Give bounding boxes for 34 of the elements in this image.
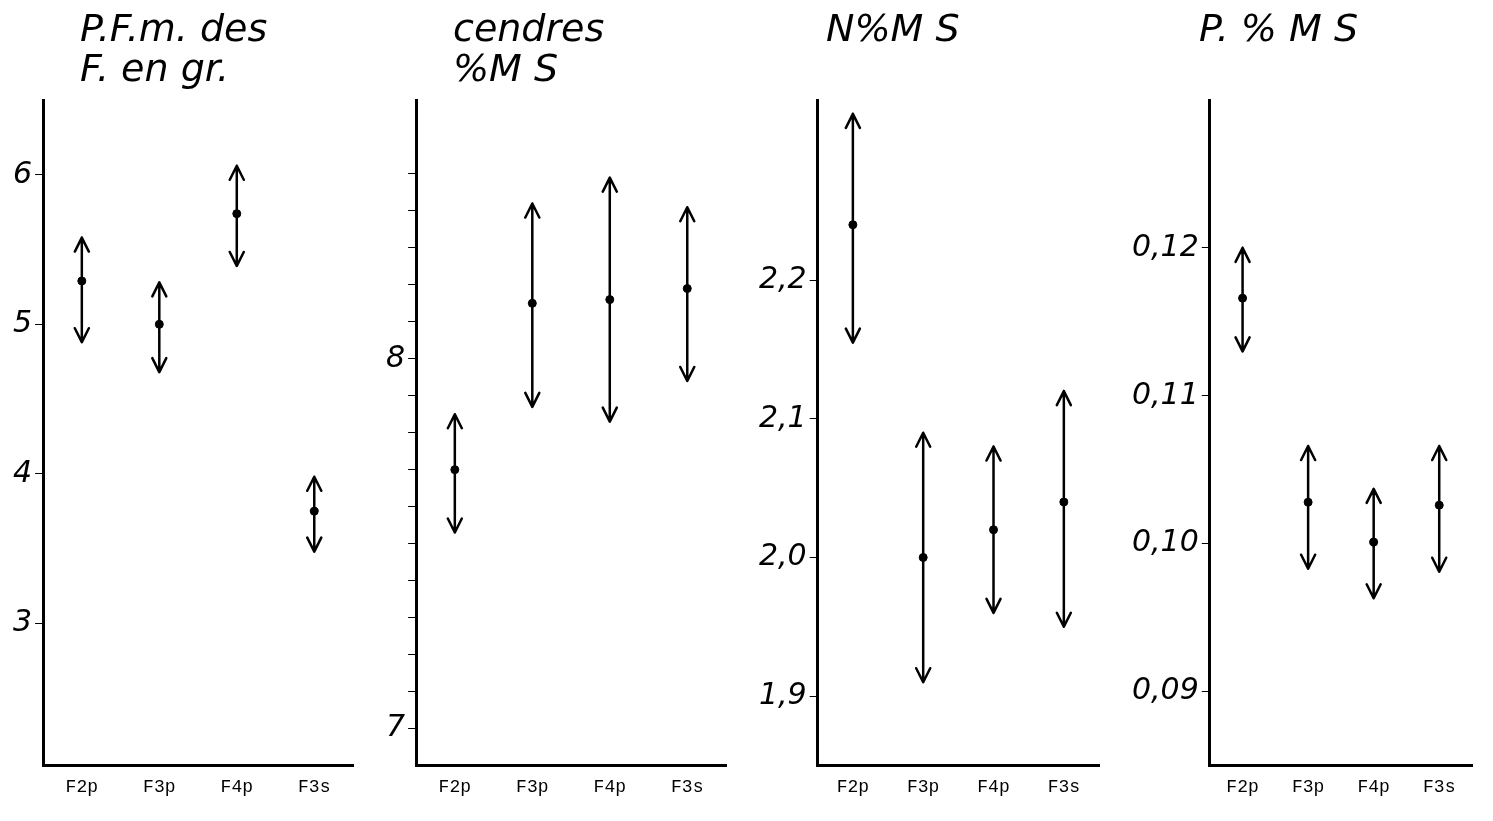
y-tick-label: 0,09 [1132,671,1199,707]
chart-title: N%M S [826,6,961,50]
y-tick-label: 7 [385,708,406,744]
x-tick-label: F2p [1226,776,1259,797]
x-tick-label: F4p [1357,776,1390,797]
y-tick-label: 0,12 [1132,227,1199,263]
y-tick-label: 8 [385,338,406,374]
x-tick-label: F3s [1047,776,1081,797]
y-tick-label: 0,11 [1132,375,1199,411]
x-tick-label: F3p [143,776,176,797]
chart-title: P. % M S [1199,6,1359,50]
x-tick-label: F3s [298,776,331,797]
x-tick-label: F4p [220,776,253,797]
chart-title: P.F.m. des F. en gr. [80,6,269,90]
x-tick-label: F2p [836,776,870,797]
x-tick-label: F4p [593,776,626,797]
x-tick-label: F2p [438,776,472,797]
x-tick-label: F3p [906,776,940,797]
y-tick-label: 4 [12,453,33,489]
y-tick-label: 2,0 [758,537,807,573]
x-tick-label: F3s [1423,776,1456,797]
y-tick-label: 2,1 [758,398,807,434]
x-tick-label: F4p [977,776,1010,797]
y-tick-label: 0,10 [1132,523,1199,559]
chart-title: cendres %M S [453,6,606,90]
x-tick-label: F2p [65,776,99,797]
y-tick-label: 6 [12,154,33,190]
x-tick-label: F3p [516,776,549,797]
y-tick-label: 1,9 [758,675,807,711]
x-tick-label: F3s [671,776,704,797]
y-tick-label: 5 [12,304,33,340]
y-tick-label: 2,2 [758,260,807,296]
x-tick-label: F3p [1291,776,1325,797]
y-tick-label: 3 [12,603,33,639]
